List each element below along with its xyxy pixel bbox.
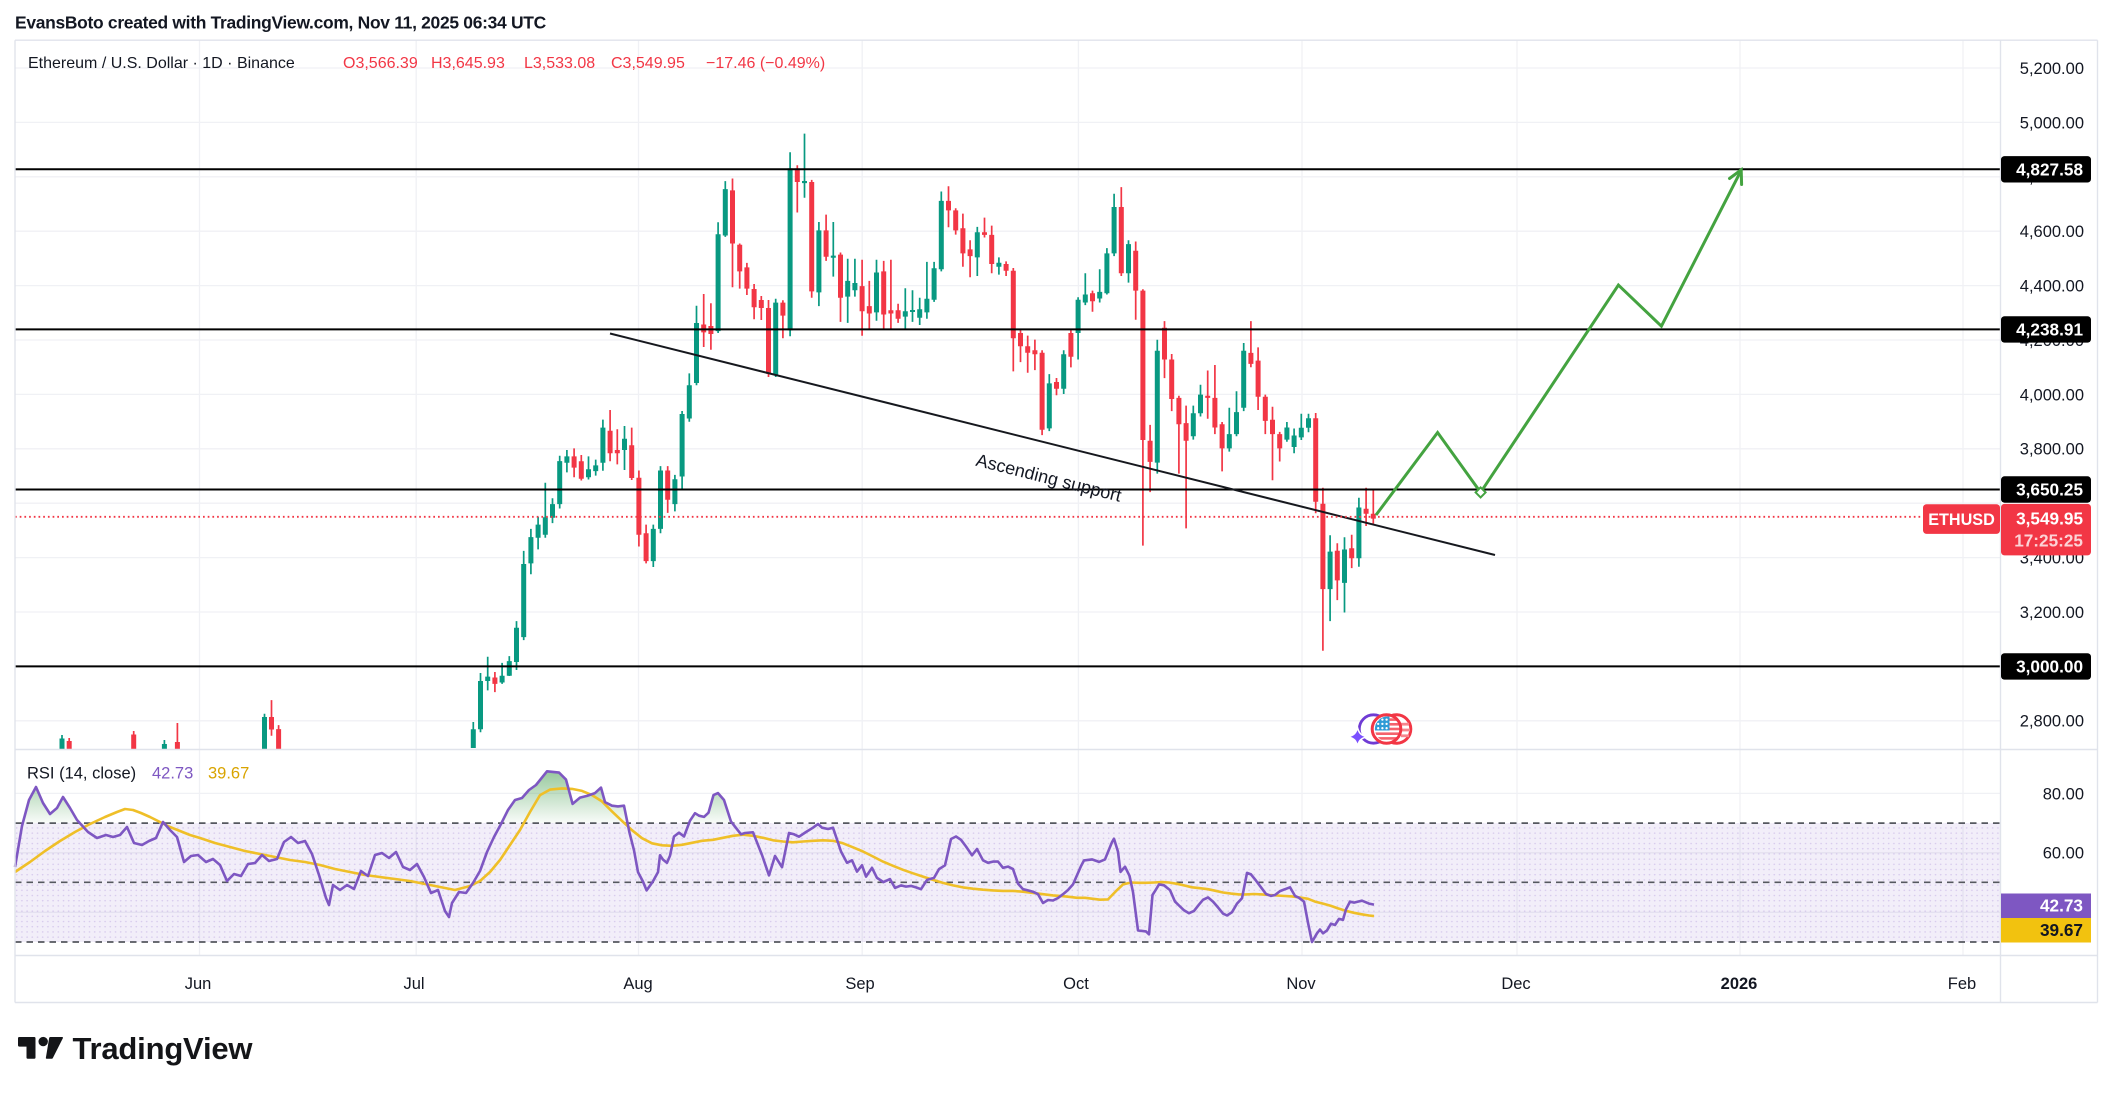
svg-text:5,200.00: 5,200.00: [2020, 60, 2084, 78]
svg-text:ETHUSD: ETHUSD: [1928, 511, 1995, 529]
svg-text:Dec: Dec: [1501, 975, 1530, 993]
svg-text:3,549.95: 3,549.95: [2016, 509, 2083, 529]
svg-text:Jun: Jun: [185, 975, 212, 993]
svg-text:2,800.00: 2,800.00: [2020, 713, 2084, 731]
svg-text:5,000.00: 5,000.00: [2020, 114, 2084, 132]
svg-text:Feb: Feb: [1948, 975, 1976, 993]
svg-text:L3,533.08: L3,533.08: [524, 55, 595, 72]
svg-text:O3,566.39: O3,566.39: [343, 55, 418, 72]
svg-text:39.67: 39.67: [2040, 920, 2083, 940]
svg-text:39.67: 39.67: [208, 764, 249, 782]
svg-text:Sep: Sep: [845, 975, 874, 993]
svg-text:Aug: Aug: [623, 975, 652, 993]
svg-text:3,650.25: 3,650.25: [2016, 480, 2083, 500]
svg-text:RSI (14, close): RSI (14, close): [27, 764, 136, 782]
svg-text:80.00: 80.00: [2043, 785, 2084, 803]
svg-text:4,400.00: 4,400.00: [2020, 278, 2084, 296]
svg-text:4,827.58: 4,827.58: [2016, 159, 2083, 179]
svg-text:H3,645.93: H3,645.93: [431, 55, 505, 72]
svg-text:Ethereum / U.S. Dollar · 1D ·: Ethereum / U.S. Dollar · 1D · Binance: [28, 55, 295, 72]
svg-text:4,000.00: 4,000.00: [2020, 386, 2084, 404]
svg-text:Jul: Jul: [403, 975, 424, 993]
svg-text:TradingView: TradingView: [73, 1031, 254, 1066]
svg-text:EvansBoto created with Trading: EvansBoto created with TradingView.com, …: [15, 12, 547, 32]
svg-text:42.73: 42.73: [152, 764, 193, 782]
svg-text:60.00: 60.00: [2043, 845, 2084, 863]
svg-text:4,600.00: 4,600.00: [2020, 223, 2084, 241]
svg-text:3,000.00: 3,000.00: [2016, 657, 2083, 677]
svg-text:3,200.00: 3,200.00: [2020, 604, 2084, 622]
svg-text:17:25:25: 17:25:25: [2014, 531, 2083, 551]
svg-text:C3,549.95: C3,549.95: [611, 55, 685, 72]
svg-text:4,238.91: 4,238.91: [2016, 320, 2083, 340]
svg-text:Nov: Nov: [1286, 975, 1316, 993]
svg-text:42.73: 42.73: [2040, 895, 2083, 915]
svg-text:2026: 2026: [1721, 975, 1758, 993]
svg-text:3,800.00: 3,800.00: [2020, 441, 2084, 459]
svg-text:−17.46 (−0.49%): −17.46 (−0.49%): [706, 55, 825, 72]
svg-text:Oct: Oct: [1063, 975, 1089, 993]
